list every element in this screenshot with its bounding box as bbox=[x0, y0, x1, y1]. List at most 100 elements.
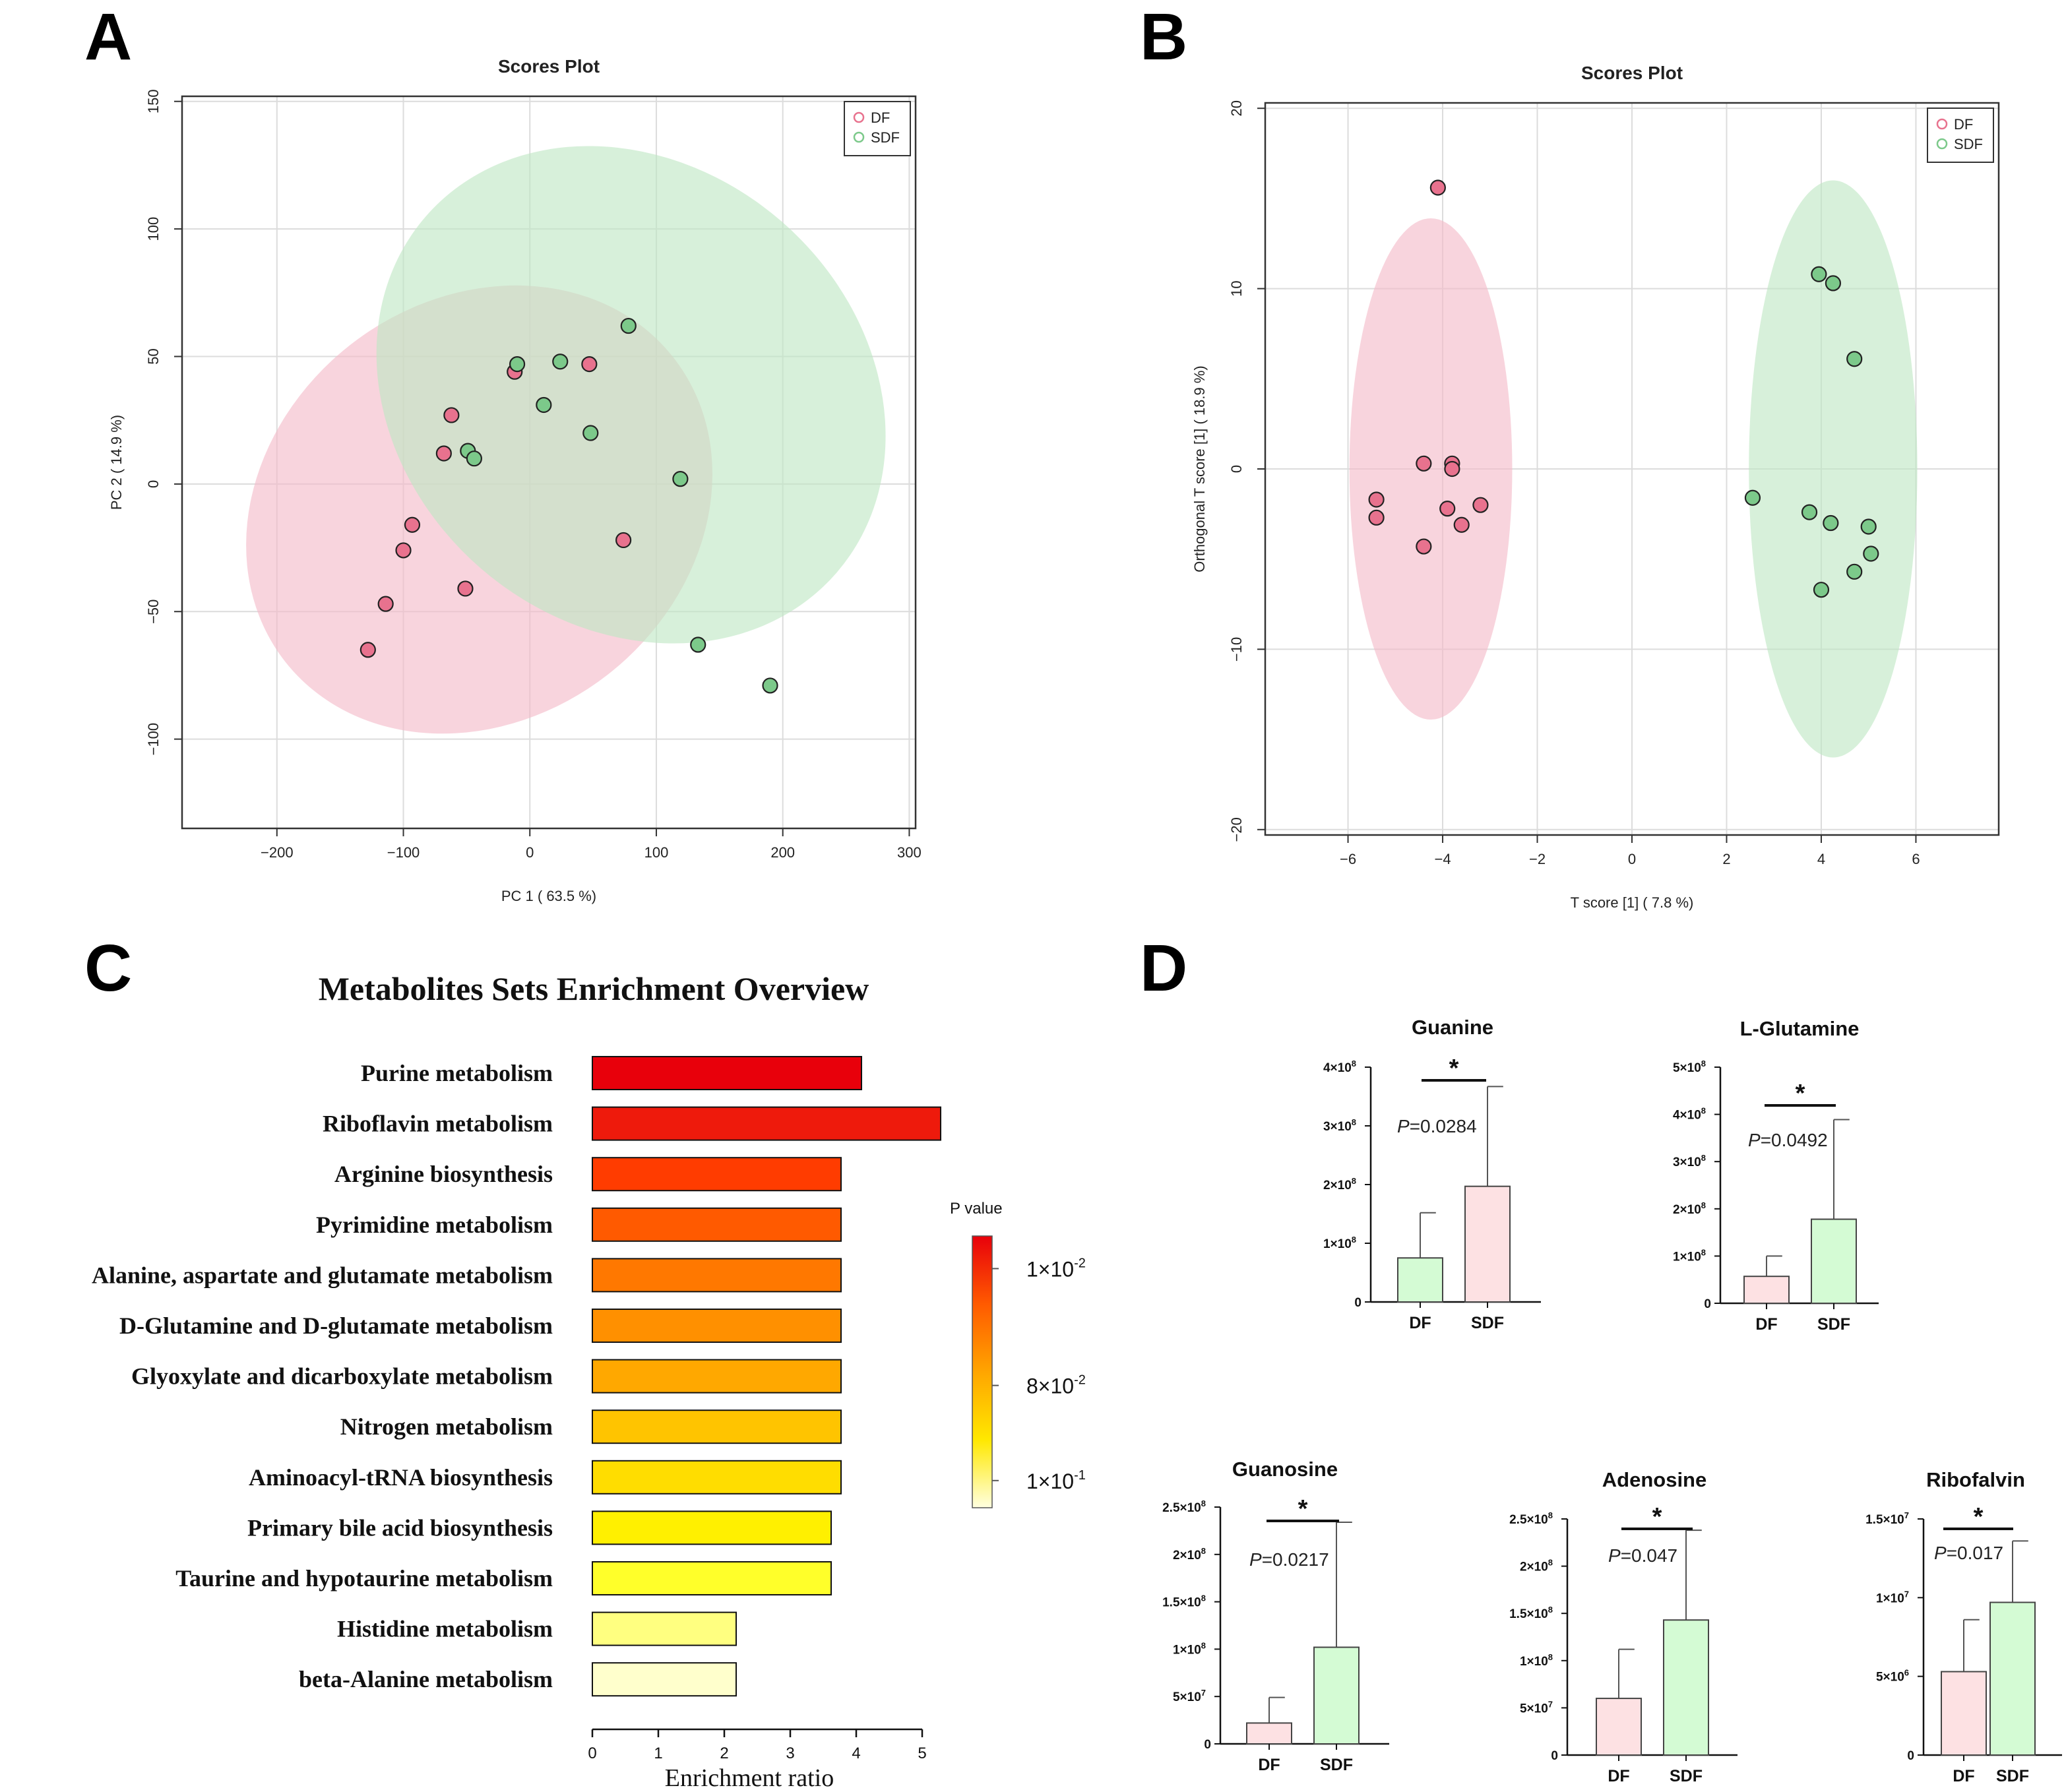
chart-title: Guanine bbox=[1412, 1016, 1493, 1039]
colorbar-tick-label: 8×10-2 bbox=[1026, 1373, 1086, 1398]
p-symbol: P bbox=[1397, 1116, 1410, 1136]
bar-category-label: Taurine and hypotaurine metabolism bbox=[175, 1565, 553, 1591]
x-tick-label: −100 bbox=[387, 844, 420, 861]
legend-label-df: DF bbox=[871, 109, 890, 126]
point-sdf bbox=[536, 396, 552, 414]
colorbar-tick-exponent: -1 bbox=[1074, 1468, 1086, 1483]
y-tick-label: 50 bbox=[145, 348, 162, 364]
x-tick-label: 0 bbox=[588, 1745, 596, 1762]
y-tick-label: 1.5×107 bbox=[1865, 1510, 1909, 1527]
y-tick-exponent: 7 bbox=[1201, 1688, 1206, 1698]
y-tick-label: 2×108 bbox=[1520, 1558, 1553, 1574]
enrichment-bar bbox=[592, 1510, 832, 1545]
x-tick-label: DF bbox=[1258, 1756, 1280, 1774]
point-df bbox=[1416, 455, 1432, 472]
y-tick-label: 100 bbox=[145, 217, 162, 241]
x-tick-label: 300 bbox=[897, 844, 922, 861]
y-tick-exponent: 6 bbox=[1904, 1668, 1909, 1678]
x-axis-label: T score [1] ( 7.8 %) bbox=[1571, 894, 1694, 911]
y-tick-label: 0 bbox=[1354, 1296, 1362, 1310]
bar-df bbox=[1743, 1276, 1790, 1304]
x-tick-label: SDF bbox=[1817, 1315, 1850, 1334]
bar-df bbox=[1397, 1257, 1443, 1303]
legend-label-df: DF bbox=[1954, 116, 1973, 133]
y-tick-label: 5×107 bbox=[1520, 1699, 1553, 1715]
y-tick-exponent: 7 bbox=[1904, 1589, 1909, 1599]
bar-category-label: Glyoxylate and dicarboxylate metabolism bbox=[131, 1363, 553, 1390]
legend-label-sdf: SDF bbox=[871, 129, 900, 146]
x-tick-label: 4 bbox=[852, 1745, 860, 1762]
enrichment-bar bbox=[592, 1611, 737, 1646]
colorbar-title: P value bbox=[950, 1200, 1003, 1218]
y-tick-exponent: 8 bbox=[1701, 1247, 1706, 1257]
x-tick-label: 1 bbox=[654, 1745, 662, 1762]
x-tick-label: DF bbox=[1608, 1767, 1629, 1785]
y-tick-label: 1.5×108 bbox=[1509, 1605, 1553, 1621]
x-tick-label: 2 bbox=[1722, 851, 1730, 867]
bar-category-label: Arginine biosynthesis bbox=[334, 1161, 553, 1187]
legend-box bbox=[1927, 108, 1994, 163]
x-tick-label: 4 bbox=[1817, 851, 1825, 867]
y-tick-exponent: 8 bbox=[1548, 1510, 1553, 1520]
y-tick-exponent: 8 bbox=[1352, 1176, 1356, 1186]
point-sdf bbox=[762, 677, 778, 694]
y-tick-label: −20 bbox=[1228, 817, 1245, 842]
y-tick-exponent: 8 bbox=[1201, 1640, 1206, 1650]
bar-category-label: Purine metabolism bbox=[361, 1060, 553, 1086]
bar-category-label: Nitrogen metabolism bbox=[340, 1413, 553, 1440]
bar-category-label: Histidine metabolism bbox=[337, 1616, 553, 1642]
point-sdf bbox=[672, 471, 689, 487]
y-tick-exponent: 8 bbox=[1701, 1153, 1706, 1163]
legend-marker-sdf bbox=[1936, 138, 1948, 150]
point-df bbox=[1444, 460, 1460, 478]
y-tick-label: 0 bbox=[1228, 465, 1245, 473]
bar-chart-guanosine: Guanosine 0 5×107 1×108 1.5×108 2×108 2.5×108 D… bbox=[1162, 1458, 1389, 1774]
bar-category-label: Riboflavin metabolism bbox=[323, 1111, 553, 1137]
enrichment-bar bbox=[592, 1561, 832, 1595]
x-tick-label: 6 bbox=[1912, 851, 1920, 867]
point-sdf bbox=[1801, 504, 1818, 520]
enrichment-bar bbox=[592, 1106, 941, 1141]
x-axis-label: Enrichment ratio bbox=[665, 1764, 834, 1792]
panel-letter-d: D bbox=[1140, 931, 1187, 1005]
p-value-label: P=0.047 bbox=[1608, 1545, 1677, 1566]
p-symbol: P bbox=[1748, 1130, 1761, 1150]
x-tick-label: 5 bbox=[918, 1745, 926, 1762]
y-tick-exponent: 7 bbox=[1548, 1699, 1553, 1709]
chart-title: Metabolites Sets Enrichment Overview bbox=[319, 970, 869, 1007]
p-value-label: P=0.017 bbox=[1934, 1543, 2003, 1563]
bar-chart-guanine: Guanine 0 1×108 2×108 3×108 4×108 DF SDF * P=0.02… bbox=[1323, 1016, 1541, 1332]
legend-marker-df bbox=[1936, 118, 1948, 130]
point-sdf bbox=[620, 317, 637, 334]
y-tick-exponent: 8 bbox=[1352, 1235, 1356, 1245]
point-df bbox=[1416, 538, 1432, 555]
point-sdf bbox=[1823, 514, 1839, 532]
y-tick-label: 2.5×108 bbox=[1162, 1498, 1206, 1515]
x-tick-label: −200 bbox=[261, 844, 294, 861]
x-tick-label: 200 bbox=[770, 844, 795, 861]
point-df bbox=[435, 445, 452, 462]
y-tick-label: 2.5×108 bbox=[1509, 1510, 1553, 1527]
y-tick-exponent: 8 bbox=[1701, 1200, 1706, 1210]
p-number: =0.047 bbox=[1621, 1545, 1677, 1566]
enrichment-bar bbox=[592, 1662, 737, 1697]
chart-title: Ribofalvin bbox=[1926, 1468, 2025, 1491]
p-number: =0.0217 bbox=[1262, 1549, 1329, 1570]
colorbar-tick-label: 1×10-1 bbox=[1026, 1468, 1086, 1493]
y-tick-label: 1.5×108 bbox=[1162, 1593, 1206, 1610]
point-df bbox=[1453, 516, 1470, 533]
p-value-label: P=0.0217 bbox=[1249, 1549, 1329, 1570]
bar-category-label: Pyrimidine metabolism bbox=[316, 1212, 553, 1238]
colorbar-tick-exponent: -2 bbox=[1074, 1256, 1086, 1270]
y-tick-exponent: 7 bbox=[1904, 1510, 1909, 1520]
y-tick-exponent: 8 bbox=[1701, 1106, 1706, 1116]
bar-category-label: Primary bile acid biosynthesis bbox=[247, 1514, 553, 1541]
point-sdf bbox=[1846, 351, 1863, 367]
y-tick-label: 150 bbox=[145, 89, 162, 113]
y-tick-label: 1×108 bbox=[1520, 1652, 1553, 1669]
bar-df bbox=[1941, 1671, 1987, 1756]
y-tick-label: 5×107 bbox=[1173, 1688, 1206, 1704]
